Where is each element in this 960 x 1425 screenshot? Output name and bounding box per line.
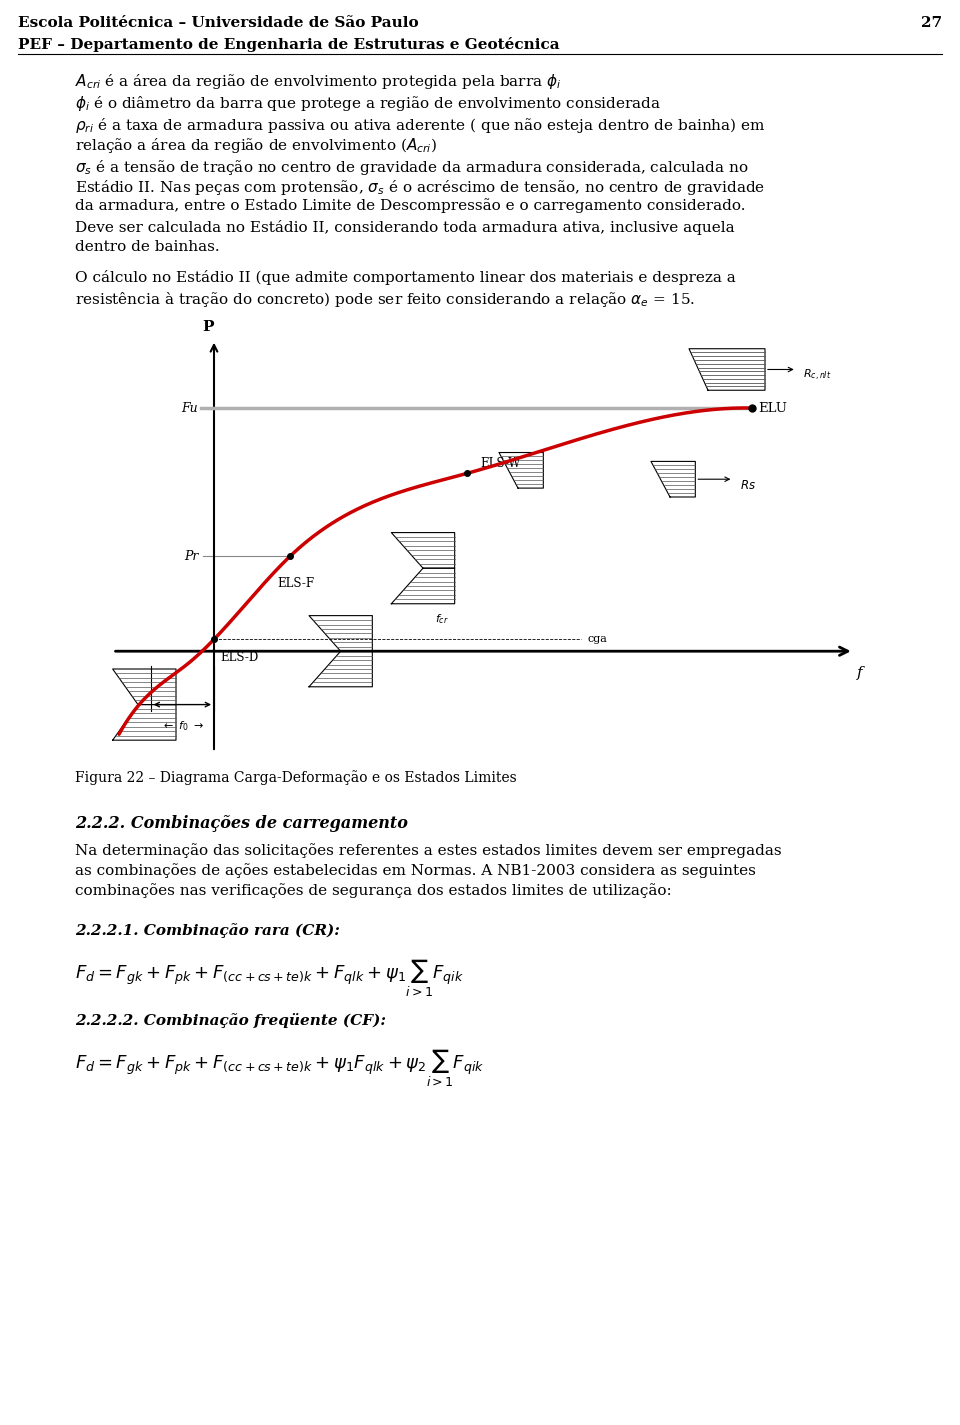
Text: $F_d = F_{gk} + F_{pk} + F_{(cc+cs+te)k} + \psi_1 F_{qlk} + \psi_2\sum_{i>1}F_{q: $F_d = F_{gk} + F_{pk} + F_{(cc+cs+te)k}…	[75, 1047, 485, 1089]
Text: $Rs$: $Rs$	[739, 479, 756, 492]
Text: ELS-D: ELS-D	[221, 651, 258, 664]
Text: Na determinação das solicitações referentes a estes estados limites devem ser em: Na determinação das solicitações referen…	[75, 844, 781, 858]
Text: f: f	[857, 665, 862, 680]
Text: PEF – Departamento de Engenharia de Estruturas e Geotécnica: PEF – Departamento de Engenharia de Estr…	[18, 37, 560, 51]
Text: ELU: ELU	[758, 402, 787, 415]
Text: Fu: Fu	[181, 402, 198, 415]
Text: relação a área da região de envolvimento ($A_{cri}$): relação a área da região de envolvimento…	[75, 135, 437, 155]
Text: as combinações de ações estabelecidas em Normas. A NB1-2003 considera as seguint: as combinações de ações estabelecidas em…	[75, 864, 756, 878]
Text: Pr: Pr	[183, 550, 198, 563]
Text: P: P	[202, 319, 213, 333]
Text: dentro de bainhas.: dentro de bainhas.	[75, 239, 220, 254]
Text: 2.2.2. Combinações de carregamento: 2.2.2. Combinações de carregamento	[75, 815, 408, 832]
Text: Deve ser calculada no Estádio II, considerando toda armadura ativa, inclusive aq: Deve ser calculada no Estádio II, consid…	[75, 219, 734, 235]
Text: Estádio II. Nas peças com protensão, $\sigma_s$ é o acréscimo de tensão, no cent: Estádio II. Nas peças com protensão, $\s…	[75, 178, 765, 197]
Text: da armadura, entre o Estado Limite de Descompressão e o carregamento considerado: da armadura, entre o Estado Limite de De…	[75, 198, 746, 212]
Text: Escola Politécnica – Universidade de São Paulo: Escola Politécnica – Universidade de São…	[18, 16, 419, 30]
Text: $\rho_{ri}$ é a taxa de armadura passiva ou ativa aderente ( que não esteja dent: $\rho_{ri}$ é a taxa de armadura passiva…	[75, 115, 765, 135]
Text: O cálculo no Estádio II (que admite comportamento linear dos materiais e desprez: O cálculo no Estádio II (que admite comp…	[75, 269, 735, 285]
Text: 2.2.2.2. Combinação freqüente (CF):: 2.2.2.2. Combinação freqüente (CF):	[75, 1013, 386, 1027]
Text: 27: 27	[921, 16, 942, 30]
Text: $\leftarrow$ $f_0$ $\rightarrow$: $\leftarrow$ $f_0$ $\rightarrow$	[161, 720, 204, 734]
Text: cga: cga	[588, 634, 608, 644]
Text: $\phi_i$ é o diâmetro da barra que protege a região de envolvimento considerada: $\phi_i$ é o diâmetro da barra que prote…	[75, 94, 661, 113]
Text: ELS-F: ELS-F	[277, 577, 315, 590]
Text: $\sigma_s$ é a tensão de tração no centro de gravidade da armadura considerada, : $\sigma_s$ é a tensão de tração no centr…	[75, 158, 749, 177]
Text: ELS-W: ELS-W	[480, 457, 520, 470]
Text: resistência à tração do concreto) pode ser feito considerando a relação $\alpha_: resistência à tração do concreto) pode s…	[75, 291, 695, 309]
Text: combinações nas verificações de segurança dos estados limites de utilização:: combinações nas verificações de seguranç…	[75, 884, 672, 898]
Text: $A_{cri}$ é a área da região de envolvimento protegida pela barra $\phi_i$: $A_{cri}$ é a área da região de envolvim…	[75, 73, 562, 91]
Text: $F_d = F_{gk} + F_{pk} + F_{(cc+cs+te)k} + F_{qlk} + \psi_1\sum_{i>1}F_{qik}$: $F_d = F_{gk} + F_{pk} + F_{(cc+cs+te)k}…	[75, 958, 465, 999]
Text: 2.2.2.1. Combinação rara (CR):: 2.2.2.1. Combinação rara (CR):	[75, 923, 340, 938]
Text: Figura 22 – Diagrama Carga-Deformação e os Estados Limites: Figura 22 – Diagrama Carga-Deformação e …	[75, 770, 516, 785]
Text: $R_{c,nlt}$: $R_{c,nlt}$	[803, 368, 831, 383]
Text: $f_{cr}$: $f_{cr}$	[435, 613, 449, 627]
